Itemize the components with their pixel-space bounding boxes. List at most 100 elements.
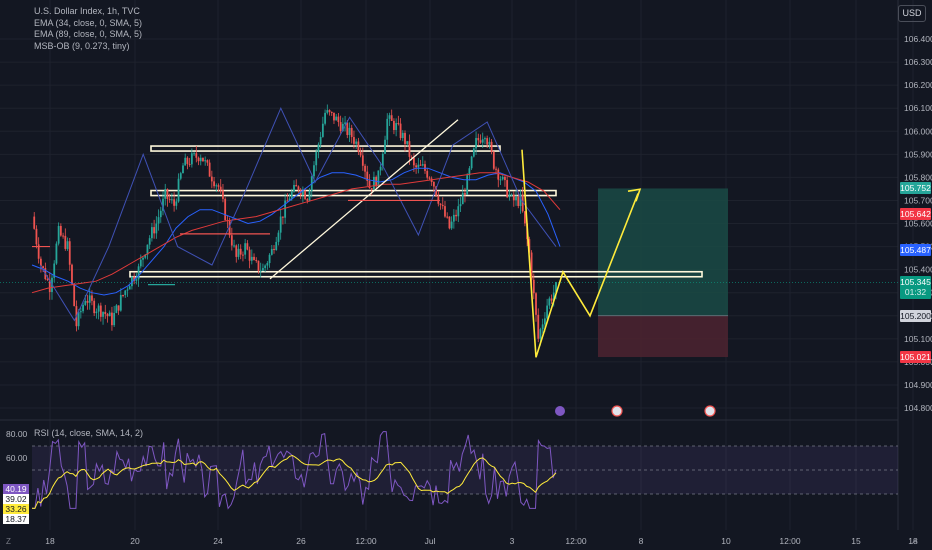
candle-body: [268, 254, 271, 264]
candle-body: [472, 148, 475, 157]
candle-body: [248, 249, 251, 261]
candle-body: [441, 204, 444, 207]
candle-body: [466, 175, 469, 195]
auto-scale-button[interactable]: A: [912, 537, 918, 546]
candle-body: [346, 122, 349, 136]
flag-event-icon: [611, 405, 623, 417]
candle-body: [373, 176, 375, 190]
projected-arrow-head: [627, 188, 642, 202]
candle-body: [355, 141, 358, 144]
candle-body: [452, 214, 455, 222]
candle-body: [270, 248, 273, 255]
candle-body: [408, 141, 411, 157]
candle-body: [481, 139, 484, 143]
candle-body: [115, 305, 118, 313]
candle-body: [273, 248, 275, 251]
event-icons: [555, 405, 716, 417]
rsi-axis-label: 80.00: [6, 429, 28, 439]
price-tick-label: 104.800: [904, 403, 932, 413]
candle-body: [506, 180, 509, 198]
candle-body: [42, 266, 45, 269]
candle-body: [213, 181, 215, 187]
candle-body: [102, 311, 104, 317]
candle-body: [199, 157, 202, 162]
candle-body: [412, 157, 415, 166]
price-tag: 105.642: [900, 207, 931, 220]
candle-body: [239, 248, 242, 255]
candle-body: [204, 160, 207, 162]
time-tick-label: 8: [639, 536, 644, 546]
candle-body: [253, 256, 255, 260]
time-tick-label: 3: [510, 536, 515, 546]
candle-body: [477, 138, 480, 141]
price-tick-label: 104.900: [904, 380, 932, 390]
candle-body: [301, 190, 304, 196]
ema-89-legend[interactable]: EMA (89, close, 0, SMA, 5): [34, 29, 143, 39]
rsi-legend[interactable]: RSI (14, close, SMA, 14, 2): [34, 428, 144, 438]
price-tick-label: 105.400: [904, 265, 932, 275]
candle-body: [177, 178, 180, 202]
candle-body: [82, 304, 84, 312]
candle-body: [111, 312, 113, 326]
candle-body: [295, 185, 298, 187]
time-tick-label: 10: [721, 536, 731, 546]
candle-body: [168, 198, 171, 200]
candle-body: [266, 263, 269, 266]
candle-body: [166, 189, 169, 199]
candle-body: [108, 312, 111, 317]
currency-button[interactable]: USD: [898, 5, 926, 22]
candle-body: [286, 200, 289, 202]
timezone-icon[interactable]: Z: [6, 537, 11, 546]
candle-body: [555, 282, 557, 293]
price-tick-label: 106.200: [904, 80, 932, 90]
candle-body: [170, 199, 173, 201]
candle-body: [150, 227, 153, 239]
candle-body: [552, 292, 555, 301]
candle-body: [464, 192, 466, 195]
candle-body: [459, 204, 462, 207]
candle-body: [421, 164, 424, 166]
candle-body: [71, 264, 73, 284]
candle-body: [202, 157, 204, 162]
price-tag-value: 105.021: [900, 352, 931, 363]
candle-body: [57, 226, 60, 244]
candle-body: [330, 111, 333, 113]
candle-body: [97, 305, 100, 312]
position-tool: [0, 188, 898, 358]
candle-body: [455, 214, 457, 217]
candle-body: [399, 123, 402, 139]
candle-body: [490, 141, 493, 152]
candle-body: [308, 190, 311, 201]
candle-body: [68, 241, 71, 265]
candle-body: [117, 305, 120, 311]
candle-body: [470, 156, 473, 169]
level-rectangle: [150, 145, 501, 152]
candle-body: [182, 165, 184, 174]
time-tick-label: 12:00: [355, 536, 377, 546]
candle-body: [195, 153, 198, 158]
candle-body: [35, 228, 38, 245]
candle-body: [435, 186, 438, 196]
time-tick-label: 12:00: [779, 536, 801, 546]
price-tag: 105.487: [900, 243, 931, 256]
candle-body: [128, 286, 131, 290]
candle-body: [550, 298, 553, 301]
price-tick-label: 106.100: [904, 103, 932, 113]
candle-body: [124, 290, 127, 296]
candle-body: [366, 171, 369, 181]
candle-body: [381, 153, 384, 167]
candle-body: [370, 188, 373, 190]
candle-body: [86, 300, 89, 303]
candle-body: [208, 162, 211, 177]
candle-body: [377, 170, 380, 187]
candle-body: [528, 239, 531, 253]
level-rectangle: [150, 189, 557, 197]
ema-34-legend[interactable]: EMA (34, close, 0, SMA, 5): [34, 17, 143, 28]
msb-ob-legend[interactable]: MSB-OB (9, 0.273, tiny): [34, 40, 130, 51]
candle-body: [242, 254, 244, 256]
candle-body: [446, 216, 449, 218]
candle-body: [510, 194, 513, 196]
candle-body: [175, 201, 178, 206]
price-tick-label: 105.900: [904, 149, 932, 159]
